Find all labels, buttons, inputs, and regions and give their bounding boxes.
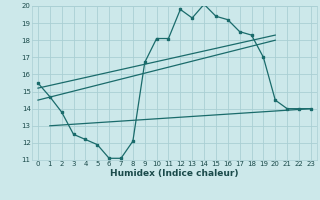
X-axis label: Humidex (Indice chaleur): Humidex (Indice chaleur) bbox=[110, 169, 239, 178]
